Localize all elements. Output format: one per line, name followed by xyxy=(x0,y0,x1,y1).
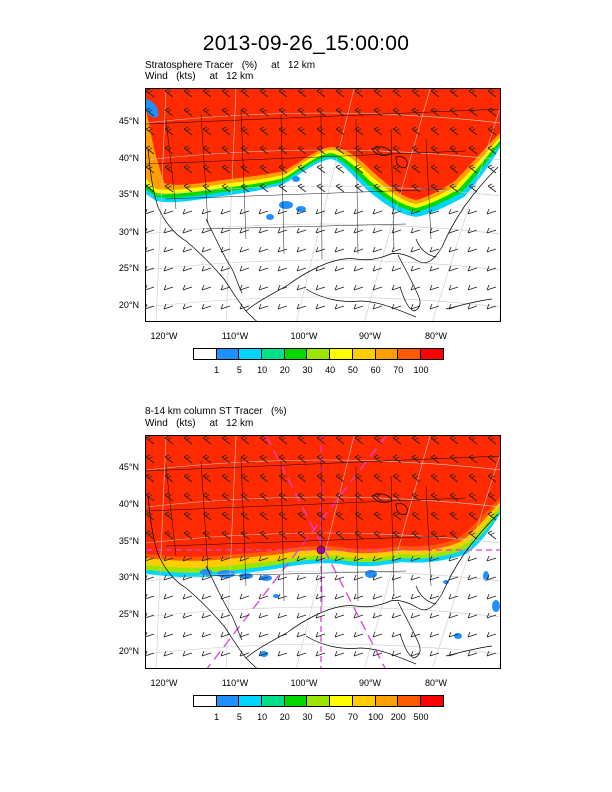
colorbar-level-label: 20 xyxy=(279,712,290,722)
colorbar-swatch xyxy=(351,348,376,360)
panel1-lat-label: 30°N xyxy=(118,227,139,237)
colorbar-swatch xyxy=(261,695,285,707)
main-title: 2013-09-26_15:00:00 xyxy=(202,32,410,55)
panel2-colorbar xyxy=(193,695,444,707)
panel2-map xyxy=(145,435,501,669)
colorbar-swatch xyxy=(419,348,444,360)
colorbar-swatch xyxy=(374,695,399,707)
panel1-lon-label: 100°W xyxy=(290,331,318,341)
panel2-lon-label: 80°W xyxy=(424,678,448,688)
panel2-lat-label: 20°N xyxy=(118,646,139,656)
colorbar-level-label: 50 xyxy=(347,365,358,375)
colorbar-swatch xyxy=(193,348,217,360)
panel2-lat-label: 35°N xyxy=(118,536,139,546)
colorbar-swatch xyxy=(306,695,331,707)
colorbar-swatch xyxy=(329,348,353,360)
panel2-subtitle-line2: Wind (kts) at 12 km xyxy=(145,418,254,429)
colorbar-swatch xyxy=(193,695,217,707)
panel1-subtitle-line2: Wind (kts) at 12 km xyxy=(145,71,254,82)
colorbar-swatch xyxy=(397,695,421,707)
panel1-colorbar xyxy=(193,348,444,360)
colorbar-swatch xyxy=(215,348,240,360)
colorbar-swatch xyxy=(329,695,353,707)
colorbar-swatch xyxy=(397,348,421,360)
colorbar-swatch xyxy=(351,695,376,707)
colorbar-level-label: 30 xyxy=(302,712,313,722)
colorbar-level-label: 50 xyxy=(325,712,336,722)
panel1-lon-label: 110°W xyxy=(221,331,249,341)
colorbar-level-label: 5 xyxy=(236,365,242,375)
colorbar-level-label: 100 xyxy=(368,712,384,722)
panel1-lon-label: 90°W xyxy=(358,331,382,341)
panel2-lon-label: 110°W xyxy=(221,678,249,688)
colorbar-level-label: 40 xyxy=(325,365,336,375)
panel2-lon-label: 100°W xyxy=(290,678,318,688)
map-canvas xyxy=(146,436,500,668)
colorbar-level-label: 1 xyxy=(214,365,220,375)
panel2-lat-label: 40°N xyxy=(118,499,139,509)
colorbar-swatch xyxy=(238,695,263,707)
colorbar-swatch xyxy=(283,348,308,360)
panel1-map xyxy=(145,88,501,322)
panel2-lon-label: 120°W xyxy=(150,678,178,688)
colorbar-swatch xyxy=(374,348,399,360)
panel1-subtitle-line1: Stratosphere Tracer (%) at 12 km xyxy=(145,60,316,71)
colorbar-level-label: 5 xyxy=(236,712,242,722)
colorbar-level-label: 100 xyxy=(413,365,429,375)
colorbar-level-label: 20 xyxy=(279,365,290,375)
colorbar-level-label: 500 xyxy=(413,712,429,722)
colorbar-swatch xyxy=(419,695,444,707)
colorbar-swatch xyxy=(283,695,308,707)
panel2-lat-label: 45°N xyxy=(118,462,139,472)
colorbar-level-label: 30 xyxy=(302,365,313,375)
colorbar-level-label: 60 xyxy=(370,365,381,375)
colorbar-level-label: 70 xyxy=(347,712,358,722)
colorbar-swatch xyxy=(238,348,263,360)
colorbar-swatch xyxy=(261,348,285,360)
panel2-lat-label: 30°N xyxy=(118,572,139,582)
panel2-subtitle-line1: 8-14 km column ST Tracer (%) xyxy=(145,406,287,417)
panel2-lon-label: 90°W xyxy=(358,678,382,688)
panel1-lat-label: 35°N xyxy=(118,189,139,199)
colorbar-level-label: 1 xyxy=(214,712,220,722)
panel1-lat-label: 25°N xyxy=(118,263,139,273)
panel1-lon-label: 80°W xyxy=(424,331,448,341)
colorbar-level-label: 10 xyxy=(257,365,268,375)
colorbar-level-label: 70 xyxy=(393,365,404,375)
panel2-lat-label: 25°N xyxy=(118,609,139,619)
map-canvas xyxy=(146,89,500,321)
colorbar-swatch xyxy=(306,348,331,360)
panel1-lon-label: 120°W xyxy=(150,331,178,341)
colorbar-swatch xyxy=(215,695,240,707)
panel1-lat-label: 45°N xyxy=(118,116,139,126)
panel1-lat-label: 20°N xyxy=(118,300,139,310)
colorbar-level-label: 10 xyxy=(257,712,268,722)
colorbar-level-label: 200 xyxy=(390,712,406,722)
panel1-lat-label: 40°N xyxy=(118,153,139,163)
